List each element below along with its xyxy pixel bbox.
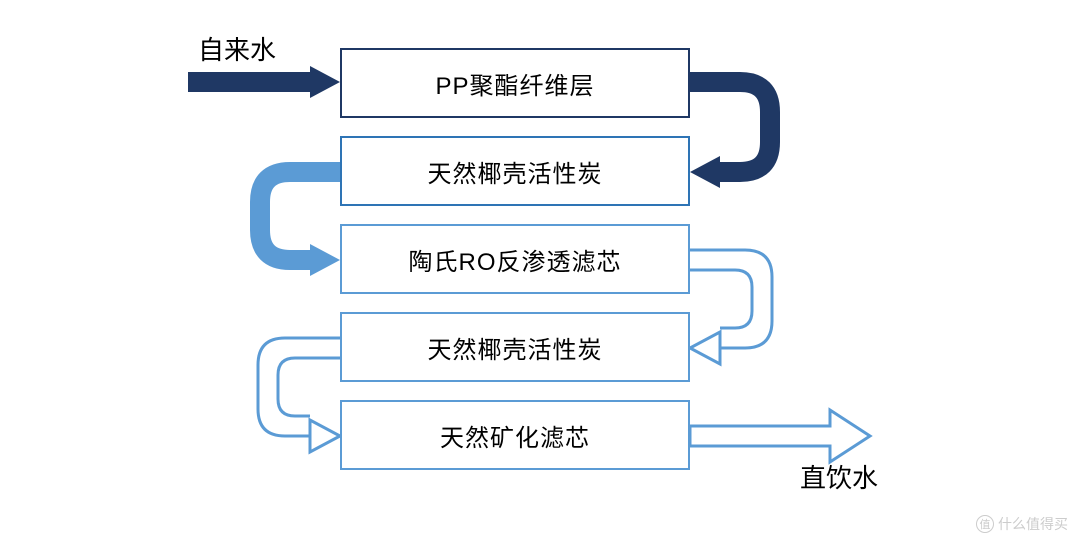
stage-box-2: 天然椰壳活性炭 bbox=[340, 136, 690, 206]
stage-box-4: 天然椰壳活性炭 bbox=[340, 312, 690, 382]
stage-label: 陶氏RO反渗透滤芯 bbox=[409, 242, 622, 277]
input-arrow bbox=[188, 66, 340, 98]
input-label: 自来水 bbox=[198, 30, 276, 67]
u-arrow-3 bbox=[690, 250, 772, 364]
stage-label: 天然椰壳活性炭 bbox=[428, 154, 603, 189]
watermark-text: 什么值得买 bbox=[998, 514, 1068, 534]
u-arrow-1 bbox=[690, 82, 770, 188]
stage-label: 天然矿化滤芯 bbox=[440, 418, 590, 453]
u-arrow-2 bbox=[260, 172, 340, 276]
watermark: 值 什么值得买 bbox=[976, 514, 1068, 534]
output-arrow bbox=[690, 410, 870, 462]
u-arrow-4 bbox=[258, 338, 340, 452]
stage-box-1: PP聚酯纤维层 bbox=[340, 48, 690, 118]
stage-box-3: 陶氏RO反渗透滤芯 bbox=[340, 224, 690, 294]
watermark-badge-icon: 值 bbox=[976, 515, 994, 533]
stage-box-5: 天然矿化滤芯 bbox=[340, 400, 690, 470]
stage-label: 天然椰壳活性炭 bbox=[428, 330, 603, 365]
stage-label: PP聚酯纤维层 bbox=[435, 66, 594, 101]
output-label: 直饮水 bbox=[800, 458, 878, 495]
